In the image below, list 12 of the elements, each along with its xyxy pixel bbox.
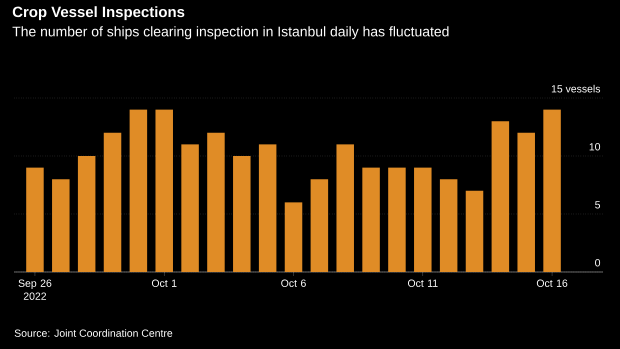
y-tick-label: 10 bbox=[590, 143, 600, 150]
x-tick-label: Sep 26 2022 bbox=[18, 280, 52, 300]
y-tick-label: 15 vessels bbox=[552, 84, 600, 92]
x-tick-label: Oct 6 bbox=[281, 280, 306, 287]
y-tick-label: 5 bbox=[595, 201, 600, 208]
chart-title: Crop Vessel Inspections bbox=[12, 6, 184, 20]
source-note: Source: Joint Coordination Centre bbox=[14, 329, 172, 337]
x-tick-label: Oct 11 bbox=[408, 280, 438, 287]
x-tick-label: Oct 16 bbox=[536, 280, 568, 287]
chart-subtitle: The number of ships clearing inspection in Istanbul daily has fluctuated bbox=[12, 26, 449, 40]
x-tick-label: Oct 1 bbox=[152, 280, 176, 287]
y-tick-label: 0 bbox=[595, 259, 600, 266]
